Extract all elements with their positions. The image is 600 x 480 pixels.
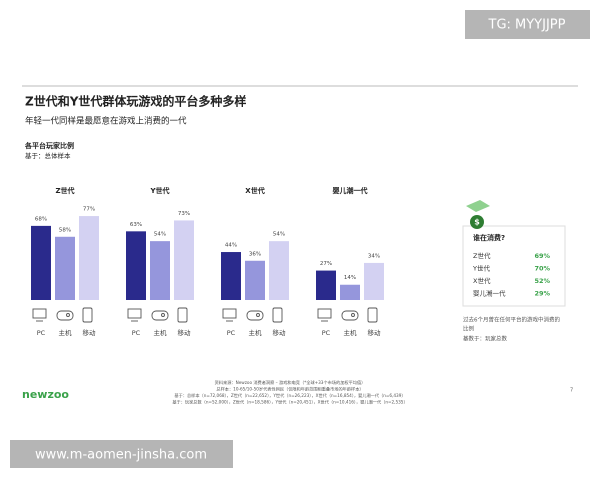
platform-label: 主机 (59, 328, 73, 337)
platform-label: 移动 (273, 328, 287, 337)
panel-item-value: 52% (534, 277, 550, 285)
icon-pc (222, 308, 237, 319)
value-label: 27% (320, 261, 332, 267)
watermark-box (10, 440, 233, 468)
icon-console (151, 310, 169, 321)
group-label: Y世代 (149, 186, 169, 195)
bar (269, 241, 289, 300)
page-number: 7 (570, 388, 573, 394)
value-label: 34% (368, 253, 380, 259)
value-label: 63% (130, 222, 142, 228)
bar (340, 284, 360, 300)
platform-label: PC (227, 329, 236, 337)
panel-title: 谁在消费? (473, 233, 505, 242)
bar (31, 225, 51, 300)
icon-console (161, 313, 165, 317)
watermark-text: TG: MYYJJPP (488, 18, 566, 33)
footer-line: 基于：玩家总数（n=52,000），Z世代（n=18,586），Y世代（n=20… (172, 399, 407, 406)
chart-title: 各平台玩家比例 (24, 141, 74, 150)
bar (79, 216, 99, 300)
icon-mobile (367, 307, 378, 323)
bar (126, 231, 146, 300)
platform-label: PC (322, 329, 331, 337)
value-label: 77% (83, 207, 95, 213)
footer-line: 基于：总样本（n=72,068），Z世代（n=22,652），Y世代（n=26,… (174, 392, 405, 399)
panel-item-value: 69% (534, 252, 550, 260)
icon-mobile (272, 307, 283, 323)
panel-item-label: Y世代 (472, 264, 490, 273)
bar (245, 260, 265, 300)
icon-pc (32, 308, 47, 319)
value-label: 36% (249, 251, 261, 257)
panel-item-label: 婴儿潮一代 (473, 289, 506, 298)
panel-icon (470, 215, 484, 229)
value-label: 58% (59, 227, 71, 233)
platform-label: 主机 (344, 328, 358, 337)
bar (150, 241, 170, 300)
bar (221, 252, 241, 300)
side-panel: $ 谁在消费? (462, 200, 566, 307)
panel-box (462, 225, 566, 307)
panel-base: 基数于：玩家总数 (463, 335, 508, 343)
icon-mobile (177, 307, 188, 323)
watermark-text: www.m-aomen-jinsha.com (35, 448, 207, 463)
panel-icon-glyph: $ (474, 218, 480, 227)
base-note: 基于：总体样本 (25, 151, 71, 160)
platform-label: 移动 (83, 328, 97, 337)
icon-console (341, 310, 359, 321)
platform-label: 移动 (368, 328, 382, 337)
value-label: 54% (273, 232, 285, 238)
icon-console (351, 313, 355, 317)
bar (174, 220, 194, 300)
icon-console (246, 310, 264, 321)
footer-line: 总样本：10-65/10-50岁代表性网民（仅限和年龄范围相重叠市场的年龄样本） (216, 386, 363, 393)
icon-console (56, 310, 74, 321)
value-label: 73% (178, 211, 190, 217)
value-label: 54% (154, 232, 166, 238)
value-label: 68% (35, 216, 47, 222)
bar (364, 262, 384, 300)
title: Z世代和Y世代群体玩游戏的平台多种多样 (25, 94, 246, 109)
panel-item-label: Z世代 (473, 251, 491, 260)
group-label: X世代 (245, 186, 264, 195)
icon-console (256, 313, 260, 317)
icon-pc (127, 308, 142, 319)
bar (55, 236, 75, 300)
panel-note: 过去6个月曾在任何平台的游戏中消费的 (463, 316, 561, 324)
group-label: 婴儿潮一代 (333, 186, 368, 195)
icon-mobile (82, 307, 93, 323)
subtitle: 年轻一代同样是最愿意在游戏上消费的一代 (25, 116, 187, 127)
platform-label: PC (37, 329, 46, 337)
platform-label: 主机 (249, 328, 263, 337)
platform-label: 移动 (178, 328, 192, 337)
footer-line: 资料来源：Newzoo 消费者洞察 – 游戏和电竞（*全球+33个市场的加权平均… (215, 379, 366, 386)
watermark-box (465, 10, 590, 39)
panel-item-label: X世代 (473, 276, 491, 285)
platform-label: 主机 (154, 328, 168, 337)
platform-label: PC (132, 329, 141, 337)
panel-tab (466, 200, 490, 212)
group-label: Z世代 (55, 186, 74, 195)
icon-console (66, 313, 70, 317)
icon-pc (317, 308, 332, 319)
value-label: 44% (225, 243, 237, 249)
panel-item-value: 70% (534, 265, 550, 273)
panel-item-value: 29% (534, 290, 550, 298)
bar (316, 270, 336, 300)
panel-note: 比例 (463, 325, 475, 333)
logo: newzoo (22, 388, 69, 401)
value-label: 14% (344, 275, 356, 281)
